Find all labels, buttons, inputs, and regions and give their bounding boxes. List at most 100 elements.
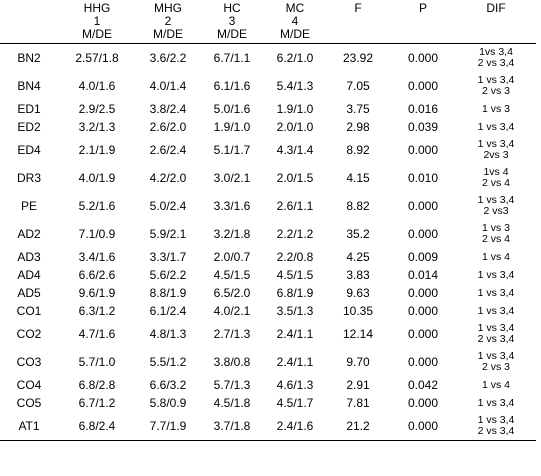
dif-cell: 1 vs 3	[456, 100, 536, 118]
cell: 6.6/2.6	[78, 267, 116, 282]
cell: 4.5/1.5	[276, 267, 314, 282]
cell: 3.83	[346, 267, 370, 282]
row-label: AD3	[17, 249, 41, 264]
cell: 6.7/1.1	[213, 50, 251, 65]
dif-text: 1 vs 4	[481, 250, 510, 263]
dif-cell: 1 vs 3,4	[456, 302, 536, 320]
row-label: CO5	[16, 395, 42, 410]
cell: 0.000	[407, 303, 439, 318]
table-row: AD2 7.1/0.9 5.9/2.1 3.2/1.8 2.2/1.2 35.2 0.000…	[0, 220, 536, 248]
cell: 2.2/0.8	[276, 249, 314, 264]
row-label: AD4	[17, 267, 41, 282]
cell: 4.5/1.7	[276, 395, 314, 410]
cell: 0.000	[407, 326, 439, 341]
dif-cell: 1 vs 4	[456, 248, 536, 266]
dif-text: 2 vs 3,4	[477, 333, 515, 345]
dif-text: 1 vs 3,4	[477, 120, 515, 133]
cell: 7.1/0.9	[78, 226, 116, 241]
cell: 4.5/1.5	[213, 267, 251, 282]
dif-text: 1 vs 3,4	[477, 350, 515, 362]
cell: 8.92	[346, 142, 370, 157]
cell: 4.0/1.4	[149, 78, 187, 93]
dif-text: 1 vs 3,4	[477, 194, 515, 206]
cell: 0.000	[407, 395, 439, 410]
dif-cell: 1 vs 3,4	[456, 284, 536, 302]
cell: 6.8/1.9	[276, 285, 314, 300]
header-row: HHG 1 M/DE MHG 2 M/DE HC 3 M/DE MC 4 M/DE F P DIF	[0, 2, 536, 44]
dif-text: 1 vs 3,4	[477, 304, 515, 317]
table-row: ED1 2.9/2.5 3.8/2.4 5.0/1.6 1.9/1.0 3.75 0.016…	[0, 100, 536, 118]
cell: 0.000	[407, 285, 439, 300]
dif-text: 1 vs 4	[481, 378, 510, 391]
table-row: CO4 6.8/2.8 6.6/3.2 5.7/1.3 4.6/1.3 2.91 0.042…	[0, 376, 536, 394]
results-table: HHG 1 M/DE MHG 2 M/DE HC 3 M/DE MC 4 M/DE F P DIF BN2 2…	[0, 2, 536, 441]
cell: 0.042	[407, 377, 439, 392]
cell: 0.000	[407, 354, 439, 369]
cell: 23.92	[342, 50, 374, 65]
row-label: AT1	[0, 412, 58, 441]
table-row: PE 5.2/1.6 5.0/2.4 3.3/1.6 2.6/1.1 8.82 0.000 1…	[0, 192, 536, 220]
header-text: F	[354, 1, 362, 15]
header-cell: HHG 1 M/DE	[58, 2, 136, 44]
cell: 4.7/1.6	[78, 326, 116, 341]
table-row: ED4 2.1/1.9 2.6/2.4 5.1/1.7 4.3/1.4 8.92 0.000…	[0, 136, 536, 164]
header-text: 1	[93, 14, 101, 28]
cell: 0.000	[390, 412, 456, 441]
dif-cell: 1 vs 4	[456, 376, 536, 394]
row-label: CO1	[16, 303, 42, 318]
cell: 5.7/1.0	[78, 354, 116, 369]
cell: 0.039	[407, 119, 439, 134]
header-text: HHG	[83, 1, 111, 15]
cell: 5.8/0.9	[149, 395, 187, 410]
cell: 4.2/2.0	[149, 170, 187, 185]
dif-cell: 1 vs 3,4 2 vs3	[456, 192, 536, 220]
dif-cell: 1vs 3,4 2 vs 3,4	[456, 44, 536, 73]
table-row: AD3 3.4/1.6 3.3/1.7 2.0/0.7 2.2/0.8 4.25 0.009…	[0, 248, 536, 266]
cell: 6.5/2.0	[213, 285, 251, 300]
table-row: CO2 4.7/1.6 4.8/1.3 2.7/1.3 2.4/1.1 12.14 0.00…	[0, 320, 536, 348]
table-row: AT1 6.8/2.4 7.7/1.9 3.7/1.8 2.4/1.6 21.2 0.000…	[0, 412, 536, 441]
row-label: DR3	[16, 170, 41, 185]
cell: 7.81	[346, 395, 370, 410]
row-label: PE	[20, 198, 37, 213]
cell: 0.000	[407, 78, 439, 93]
cell: 3.4/1.6	[78, 249, 116, 264]
cell: 4.5/1.8	[213, 395, 251, 410]
cell: 2.4/1.1	[276, 326, 314, 341]
header-cell: MC 4 M/DE	[264, 2, 326, 44]
cell: 2.0/0.7	[213, 249, 251, 264]
cell: 2.9/2.5	[78, 101, 116, 116]
cell: 4.15	[346, 170, 370, 185]
cell: 0.000	[407, 226, 439, 241]
cell: 6.1/1.6	[213, 78, 251, 93]
cell: 0.000	[407, 142, 439, 157]
cell: 0.014	[407, 267, 439, 282]
dif-cell: 1 vs 3,4	[456, 394, 536, 412]
cell: 2.57/1.8	[75, 50, 119, 65]
cell: 3.8/2.4	[149, 101, 187, 116]
cell: 9.70	[346, 354, 370, 369]
cell: 4.0/1.9	[78, 170, 116, 185]
cell: 9.63	[346, 285, 370, 300]
cell: 12.14	[342, 326, 374, 341]
cell: 3.3/1.7	[149, 249, 187, 264]
cell: 6.3/1.2	[78, 303, 116, 318]
cell: 21.2	[326, 412, 390, 441]
header-text: DIF	[486, 1, 506, 15]
dif-text: 2 vs3	[483, 205, 509, 217]
cell: 5.0/1.6	[213, 101, 251, 116]
cell: 6.2/1.0	[276, 50, 314, 65]
cell: 4.0/2.1	[213, 303, 251, 318]
header-text: P	[418, 1, 427, 15]
dif-text: 1 vs 3,4	[477, 414, 515, 426]
table-row: CO3 5.7/1.0 5.5/1.2 3.8/0.8 2.4/1.1 9.70 0.000…	[0, 348, 536, 376]
cell: 2.91	[346, 377, 370, 392]
cell: 3.8/0.8	[213, 354, 251, 369]
cell: 5.1/1.7	[213, 142, 251, 157]
dif-text: 1 vs 3,4	[477, 396, 515, 409]
cell: 3.3/1.6	[213, 198, 251, 213]
cell: 2.6/2.0	[149, 119, 187, 134]
cell: 5.5/1.2	[149, 354, 187, 369]
header-text: M/DE	[153, 27, 183, 41]
